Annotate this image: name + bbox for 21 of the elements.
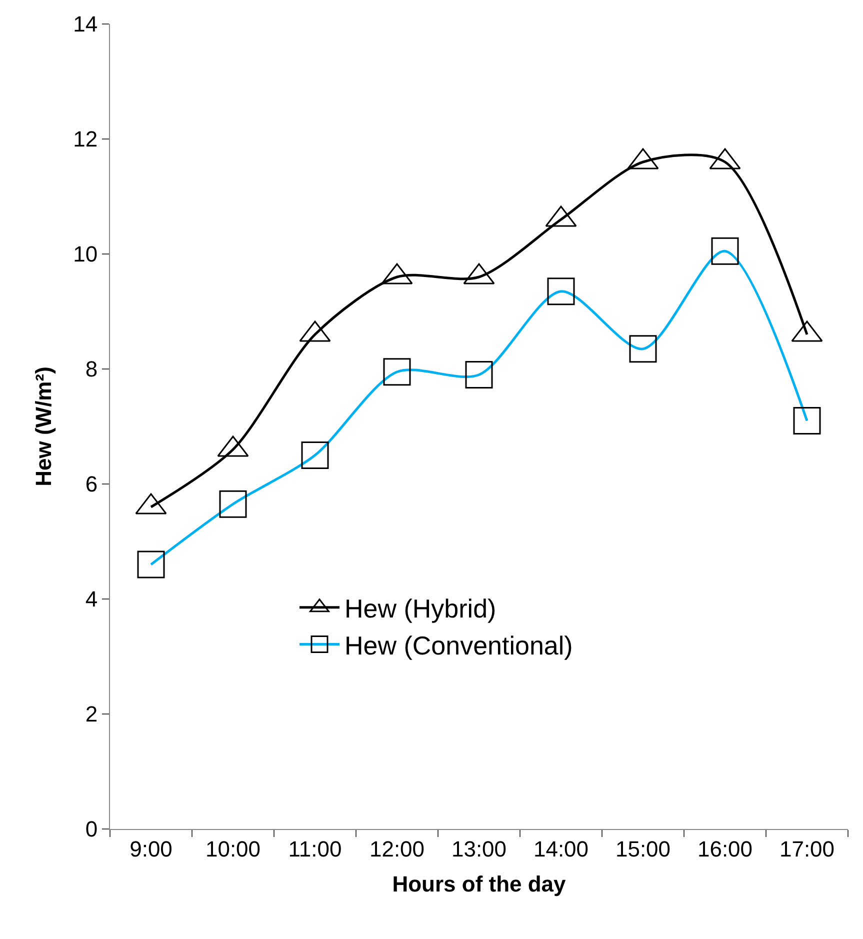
x-tick-label: 17:00 [779, 836, 835, 862]
x-tick-label: 14:00 [533, 836, 589, 862]
y-tick-label: 0 [85, 816, 98, 842]
x-tick-label: 13:00 [451, 836, 507, 862]
y-tick-label: 12 [73, 126, 98, 152]
y-tick-label: 2 [85, 702, 98, 727]
y-tick-label: 8 [85, 356, 98, 382]
legend-label: Hew (Hybrid) [344, 594, 496, 624]
x-tick-label: 15:00 [615, 836, 671, 862]
x-tick-label: 12:00 [369, 836, 425, 862]
y-axis-title: Hew (W/m²) [30, 366, 56, 486]
x-axis-title: Hours of the day [392, 871, 567, 896]
x-tick-label: 9:00 [130, 836, 172, 862]
legend-label: Hew (Conventional) [344, 630, 573, 660]
y-tick-label: 14 [73, 12, 98, 37]
y-tick-label: 4 [85, 586, 98, 612]
y-tick-label: 10 [73, 242, 98, 267]
x-tick-label: 11:00 [288, 836, 342, 862]
x-tick-label: 10:00 [205, 836, 261, 862]
y-tick-label: 6 [85, 472, 98, 497]
x-tick-label: 16:00 [697, 836, 753, 862]
